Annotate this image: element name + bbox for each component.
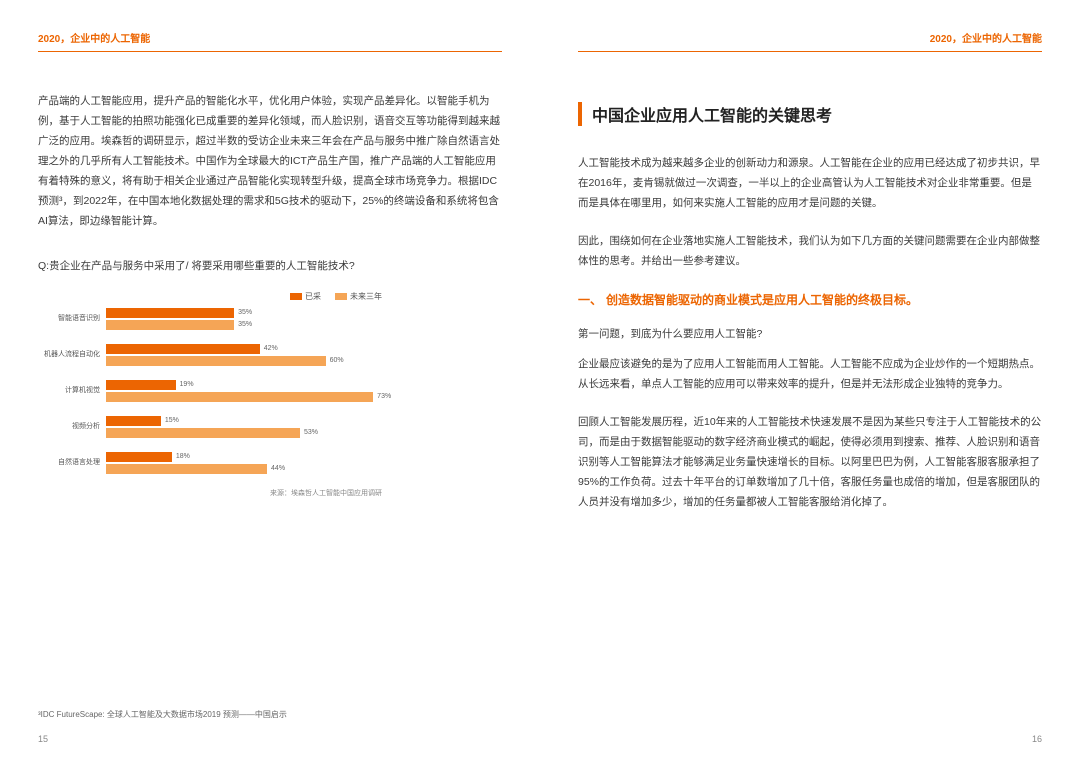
bar-row: 机器人流程自动化 42% 60% <box>38 344 472 368</box>
legend-label: 已采 <box>305 291 321 302</box>
bar-chart: 已采未来三年 智能语音识别35%35%机器人流程自动化42%60%计算机视觉19… <box>38 291 502 498</box>
footnote: ³IDC FutureScape: 全球人工智能及大数据市场2019 预测——中… <box>38 709 287 720</box>
bar-category-label: 机器人流程自动化 <box>38 344 106 359</box>
bar-line: 53% <box>106 428 472 438</box>
bars-wrap: 42% 60% <box>106 344 472 368</box>
page-right: 2020，企业中的人工智能 中国企业应用人工智能的关键思考 人工智能技术成为越来… <box>540 0 1080 764</box>
bar-row: 自然语言处理 18% 44% <box>38 452 472 476</box>
bar-line: 44% <box>106 464 472 474</box>
bars-wrap: 15% 53% <box>106 416 472 440</box>
chart-rows: 智能语音识别 35% 35% 机器人流程自动化 42% 60% 计算机视觉 19% 73% 视频分… <box>38 308 472 476</box>
bar-future <box>106 428 300 438</box>
bars-wrap: 19% 73% <box>106 380 472 404</box>
bar-line: 42% <box>106 344 472 354</box>
bar-line: 35% <box>106 308 472 318</box>
chart-source: 来源：埃森哲人工智能中国应用调研 <box>38 488 472 498</box>
bar-value: 73% <box>377 393 391 400</box>
bar-category-label: 视频分析 <box>38 416 106 431</box>
bar-value: 60% <box>330 357 344 364</box>
bar-now <box>106 344 260 354</box>
sub-heading-text: 创造数据智能驱动的商业模式是应用人工智能的终极目标。 <box>606 290 918 310</box>
bar-now <box>106 452 172 462</box>
sub-heading-number: 一、 <box>578 290 602 310</box>
chart-legend: 已采 未来三年 <box>38 291 472 302</box>
legend-swatch <box>335 293 347 300</box>
bar-category-label: 计算机视觉 <box>38 380 106 395</box>
bar-value: 35% <box>238 321 252 328</box>
bar-value: 15% <box>165 417 179 424</box>
left-para-1: 产品端的人工智能应用，提升产品的智能化水平，优化用户体验，实现产品差异化。以智能… <box>38 92 502 232</box>
section-title: 中国企业应用人工智能的关键思考 <box>578 102 1042 126</box>
right-question: 第一问题，到底为什么要应用人工智能? <box>578 326 1042 341</box>
bar-value: 42% <box>264 345 278 352</box>
bar-category-label: 智能语音识别 <box>38 308 106 323</box>
bar-line: 60% <box>106 356 472 366</box>
bar-future <box>106 356 326 366</box>
bar-line: 18% <box>106 452 472 462</box>
bar-line: 19% <box>106 380 472 390</box>
bar-now <box>106 308 234 318</box>
right-para-1: 人工智能技术成为越来越多企业的创新动力和源泉。人工智能在企业的应用已经达成了初步… <box>578 154 1042 214</box>
bar-future <box>106 464 267 474</box>
bar-line: 35% <box>106 320 472 330</box>
page-left: 2020，企业中的人工智能 产品端的人工智能应用，提升产品的智能化水平，优化用户… <box>0 0 540 764</box>
bar-future <box>106 320 234 330</box>
right-para-3: 企业最应该避免的是为了应用人工智能而用人工智能。人工智能不应成为企业炒作的一个短… <box>578 355 1042 395</box>
bar-value: 18% <box>176 453 190 460</box>
header-right: 2020，企业中的人工智能 <box>578 30 1042 52</box>
bar-row: 智能语音识别 35% 35% <box>38 308 472 332</box>
bar-value: 19% <box>180 381 194 388</box>
legend-item: 已采 <box>290 291 321 302</box>
page-number-right: 16 <box>1032 734 1042 744</box>
bar-future <box>106 392 373 402</box>
page-number-left: 15 <box>38 734 48 744</box>
bar-line: 73% <box>106 392 472 402</box>
bar-row: 视频分析 15% 53% <box>38 416 472 440</box>
bar-line: 15% <box>106 416 472 426</box>
bars-wrap: 18% 44% <box>106 452 472 476</box>
bar-now <box>106 380 176 390</box>
bars-wrap: 35% 35% <box>106 308 472 332</box>
bar-value: 44% <box>271 465 285 472</box>
bar-value: 35% <box>238 309 252 316</box>
bar-now <box>106 416 161 426</box>
bar-category-label: 自然语言处理 <box>38 452 106 467</box>
sub-heading: 一、 创造数据智能驱动的商业模式是应用人工智能的终极目标。 <box>578 290 1042 310</box>
legend-swatch <box>290 293 302 300</box>
bar-value: 53% <box>304 429 318 436</box>
chart-question: Q:贵企业在产品与服务中采用了/ 将要采用哪些重要的人工智能技术? <box>38 258 502 273</box>
right-para-2: 因此，围绕如何在企业落地实施人工智能技术，我们认为如下几方面的关键问题需要在企业… <box>578 232 1042 272</box>
header-left: 2020，企业中的人工智能 <box>38 30 502 52</box>
legend-label: 未来三年 <box>350 291 382 302</box>
legend-item: 未来三年 <box>335 291 382 302</box>
right-para-4: 回顾人工智能发展历程，近10年来的人工智能技术快速发展不是因为某些只专注于人工智… <box>578 413 1042 513</box>
bar-row: 计算机视觉 19% 73% <box>38 380 472 404</box>
